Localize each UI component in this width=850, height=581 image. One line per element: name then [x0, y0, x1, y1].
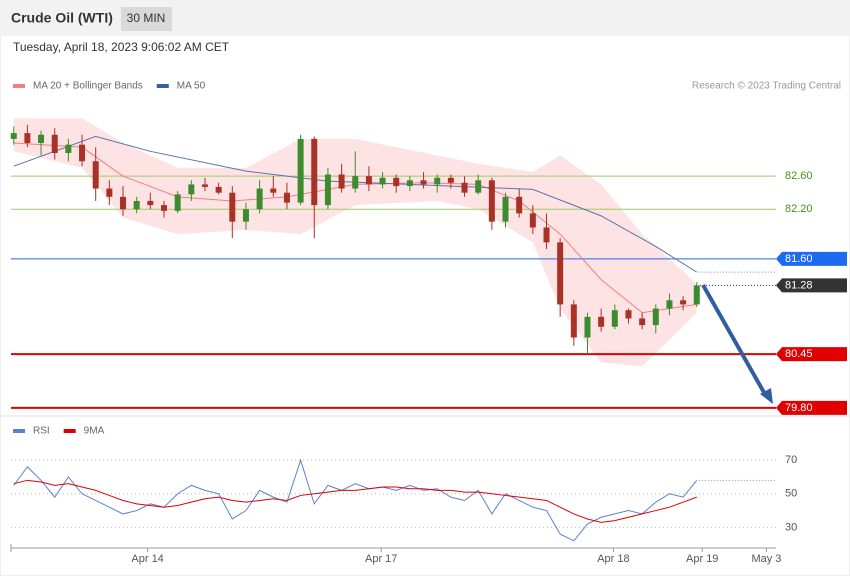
candle-body [584, 316, 591, 338]
candle-body [693, 285, 700, 305]
candle-body [65, 144, 72, 153]
candle-body [365, 176, 372, 185]
legend-swatch [63, 429, 76, 433]
candle-body [611, 310, 618, 327]
candle-body [174, 194, 181, 211]
legend-label: 9MA [84, 426, 105, 437]
level-tag [776, 347, 847, 362]
level-label: 81.60 [785, 253, 813, 265]
rsi-line [13, 458, 698, 542]
candle-body [24, 133, 31, 144]
candle-body [516, 196, 523, 214]
candle-body [161, 205, 167, 211]
y-tick-label: 30 [785, 521, 797, 533]
timestamp: Tuesday, April 18, 2023 9:06:02 AM CET [13, 40, 230, 54]
candle-body [529, 213, 536, 228]
candle-body [393, 177, 400, 187]
legend-label: MA 20 + Bollinger Bands [33, 81, 143, 92]
bollinger-band [13, 118, 697, 367]
candle-body [543, 227, 550, 243]
candle-body [92, 161, 99, 189]
candle-body [502, 196, 509, 222]
candle-body [106, 188, 113, 197]
candle-body [229, 192, 236, 222]
y-tick-label: 50 [785, 488, 797, 500]
candle-body [461, 182, 468, 193]
interval-badge[interactable] [121, 7, 172, 31]
candle-body [488, 180, 495, 222]
candle-body [311, 138, 318, 206]
legend-label: MA 50 [177, 81, 206, 92]
candle-body [447, 177, 454, 183]
x-tick-label: Apr 14 [131, 553, 163, 565]
candle-body [188, 184, 195, 195]
forecast-arrow-head [760, 388, 773, 404]
candle-body [475, 180, 482, 193]
candle-body [625, 310, 632, 319]
candle-body [406, 180, 413, 187]
candle-body [10, 133, 17, 139]
x-tick-label: May 3 [751, 553, 781, 565]
candle-body [147, 200, 154, 206]
candle-body [297, 138, 304, 203]
y-tick-label: 70 [785, 454, 797, 466]
title: Crude Oil (WTI) [11, 10, 113, 26]
legend-swatch [13, 429, 25, 433]
candle-body [256, 188, 263, 210]
candle-body [120, 196, 127, 210]
candle-body [283, 192, 290, 203]
candle-body [242, 209, 249, 222]
candle-body [352, 176, 359, 189]
x-tick-label: Apr 17 [365, 553, 397, 565]
x-tick-label: Apr 19 [686, 553, 718, 565]
candle-body [598, 316, 605, 327]
credit: Research © 2023 Trading Central [692, 81, 841, 92]
level-tag [776, 400, 847, 415]
candle-body [680, 300, 687, 305]
candle-body [639, 318, 646, 326]
forecast-arrow [701, 284, 768, 397]
level-label: 81.28 [785, 279, 813, 291]
level-label: 82.60 [785, 170, 813, 182]
candle-body [379, 177, 386, 185]
x-tick-label: Apr 18 [597, 553, 629, 565]
legend-label: RSI [33, 426, 50, 437]
candle-body [434, 177, 441, 185]
candle-body [215, 186, 222, 193]
level-label: 82.20 [785, 203, 813, 215]
candle-body [570, 304, 577, 338]
legend-swatch [13, 84, 25, 88]
candle-body [51, 134, 58, 153]
candle-body [201, 184, 208, 187]
candle-body [38, 134, 45, 144]
candle-body [270, 188, 277, 193]
level-tag [776, 251, 847, 266]
candle-body [420, 180, 427, 185]
candle-body [557, 242, 564, 305]
rsi-line [13, 479, 697, 523]
candle-body [666, 300, 673, 309]
interval[interactable]: 30 MIN [127, 11, 166, 25]
ma-line [13, 135, 698, 273]
level-label: 80.45 [785, 348, 813, 360]
candle-body [324, 174, 331, 206]
level-label: 79.80 [785, 402, 813, 414]
legend-swatch [156, 84, 169, 88]
candle-body [133, 200, 140, 210]
candle-body [79, 144, 86, 162]
candle-body [338, 174, 345, 189]
level-tag [776, 278, 847, 293]
plot-layer: MA 20 + Bollinger Bands MA 50 82.60 82.20 81… [10, 81, 847, 565]
candle-body [652, 308, 659, 326]
